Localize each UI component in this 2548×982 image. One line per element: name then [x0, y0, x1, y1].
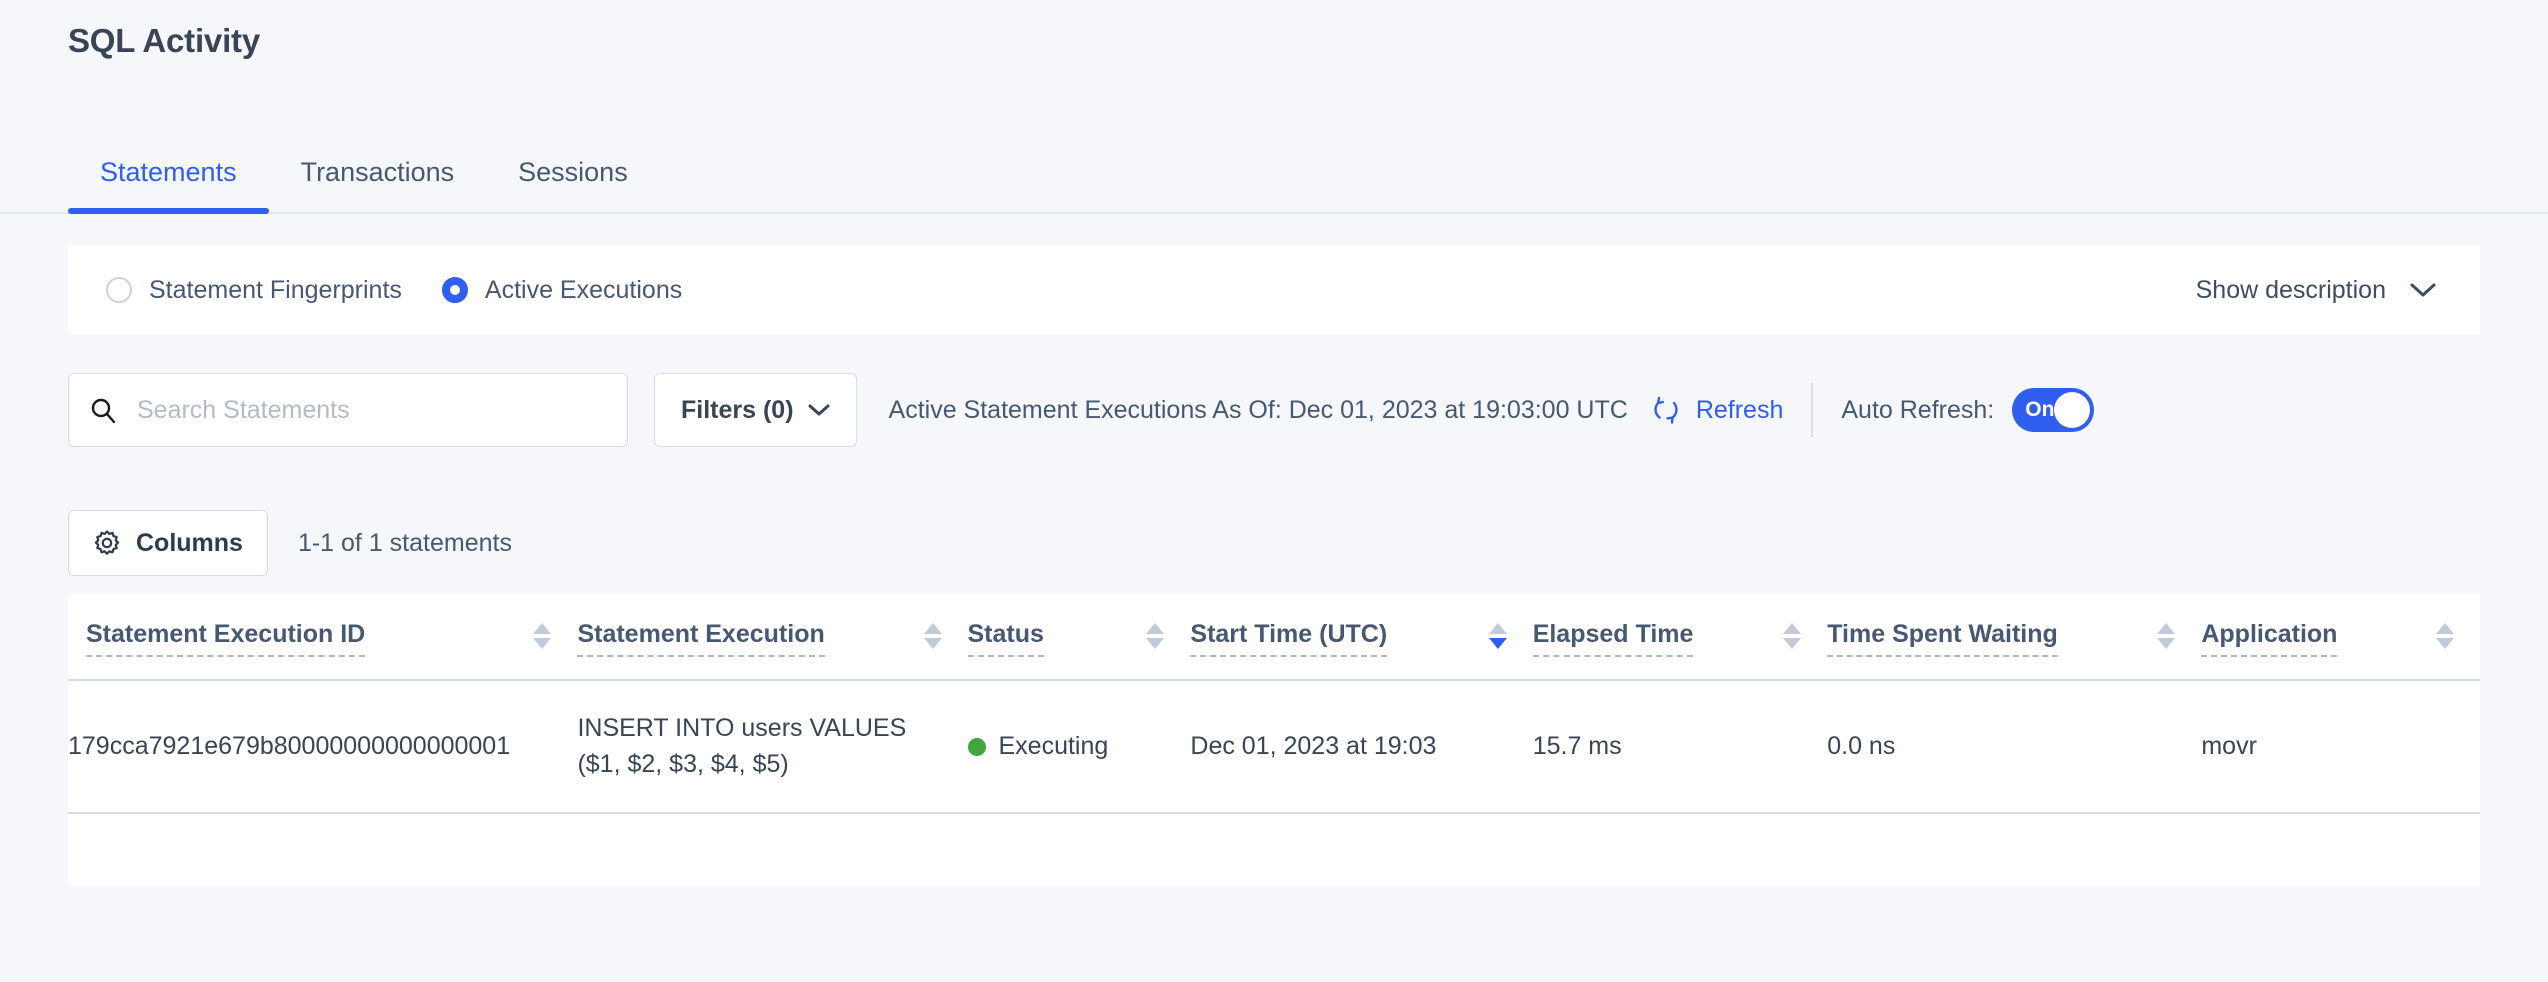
- column-header-label: Time Spent Waiting: [1827, 620, 2058, 657]
- status-dot-icon: [967, 737, 986, 756]
- table-row[interactable]: 179cca7921e679b80000000000000001 INSERT …: [68, 680, 2480, 814]
- radio-unselected-icon: [106, 277, 132, 303]
- search-input[interactable]: [135, 394, 607, 426]
- refresh-icon: [1650, 394, 1682, 426]
- auto-refresh-state: On: [2025, 398, 2055, 421]
- columns-toolbar: Columns 1-1 of 1 statements: [68, 510, 512, 576]
- search-box[interactable]: [68, 373, 628, 447]
- sort-toggle-icon[interactable]: [2157, 623, 2176, 649]
- refresh-button-label: Refresh: [1695, 395, 1784, 424]
- filters-button[interactable]: Filters (0): [654, 373, 857, 447]
- tab-statements-label: Statements: [100, 157, 237, 187]
- sort-toggle-icon-active[interactable]: [1488, 623, 1507, 649]
- cell-time-spent-waiting: 0.0 ns: [1827, 680, 2202, 814]
- show-description-label: Show description: [2195, 275, 2386, 304]
- column-header-label: Status: [967, 620, 1044, 657]
- sort-toggle-icon[interactable]: [923, 623, 942, 649]
- cell-execution-id: 179cca7921e679b80000000000000001: [68, 680, 578, 814]
- column-header-label: Start Time (UTC): [1190, 620, 1388, 657]
- filters-button-label: Filters (0): [681, 395, 794, 424]
- column-header-status[interactable]: Status: [967, 594, 1191, 681]
- gear-icon: [93, 529, 121, 557]
- column-header-label: Statement Execution ID: [86, 620, 366, 657]
- view-toggle-group: Statement Fingerprints Active Executions: [106, 276, 722, 305]
- tab-sessions[interactable]: Sessions: [486, 157, 660, 214]
- search-icon: [89, 396, 117, 424]
- column-header-application[interactable]: Application: [2201, 594, 2480, 681]
- result-count: 1-1 of 1 statements: [297, 528, 512, 557]
- table-body: 179cca7921e679b80000000000000001 INSERT …: [68, 680, 2480, 814]
- tabs-divider: [0, 212, 2548, 214]
- cell-status: Executing: [967, 680, 1191, 814]
- view-toggle-card: Statement Fingerprints Active Executions…: [68, 245, 2480, 335]
- statements-table-card: Statement Execution ID Statement Executi…: [68, 594, 2480, 886]
- page-title: SQL Activity: [68, 22, 260, 59]
- column-header-label: Statement Execution: [577, 620, 825, 657]
- status-label: Executing: [998, 732, 1109, 760]
- column-header-label: Application: [2201, 620, 2338, 657]
- table-header-row: Statement Execution ID Statement Executi…: [68, 594, 2480, 681]
- column-header-statement-execution[interactable]: Statement Execution: [577, 594, 968, 681]
- show-description-toggle[interactable]: Show description: [2196, 276, 2436, 305]
- cell-start-time: Dec 01, 2023 at 19:03: [1190, 680, 1533, 814]
- cell-application: movr: [2201, 680, 2480, 814]
- tab-transactions[interactable]: Transactions: [269, 157, 487, 214]
- refresh-button[interactable]: Refresh: [1650, 394, 1784, 426]
- sort-toggle-icon[interactable]: [1783, 623, 1802, 649]
- radio-statement-fingerprints-label: Statement Fingerprints: [149, 275, 402, 304]
- table-head: Statement Execution ID Statement Executi…: [68, 594, 2480, 681]
- cell-statement[interactable]: INSERT INTO users VALUES ($1, $2, $3, $4…: [577, 680, 968, 814]
- column-header-time-spent-waiting[interactable]: Time Spent Waiting: [1827, 594, 2202, 681]
- column-header-start-time[interactable]: Start Time (UTC): [1190, 594, 1533, 681]
- auto-refresh-label: Auto Refresh:: [1841, 395, 1995, 424]
- cell-elapsed-time: 15.7 ms: [1532, 680, 1828, 814]
- tab-sessions-label: Sessions: [518, 157, 628, 187]
- tab-bar: Statements Transactions Sessions: [68, 130, 660, 214]
- sort-toggle-icon[interactable]: [1146, 623, 1165, 649]
- column-header-statement-execution-id[interactable]: Statement Execution ID: [68, 594, 578, 681]
- chevron-down-icon: [808, 403, 830, 417]
- columns-button[interactable]: Columns: [68, 510, 268, 576]
- toolbar-divider: [1811, 383, 1814, 437]
- radio-statement-fingerprints[interactable]: Statement Fingerprints: [106, 276, 402, 305]
- auto-refresh-control: Auto Refresh: On: [1841, 388, 2095, 432]
- tab-transactions-label: Transactions: [300, 157, 455, 187]
- sort-toggle-icon[interactable]: [2436, 623, 2454, 649]
- column-header-label: Elapsed Time: [1532, 620, 1694, 657]
- radio-active-executions-label: Active Executions: [484, 275, 683, 304]
- column-header-elapsed-time[interactable]: Elapsed Time: [1532, 594, 1828, 681]
- columns-button-label: Columns: [136, 528, 243, 557]
- filter-toolbar: Filters (0) Active Statement Executions …: [68, 372, 2095, 448]
- statements-table: Statement Execution ID Statement Executi…: [68, 594, 2480, 814]
- radio-active-executions[interactable]: Active Executions: [441, 275, 683, 305]
- chevron-down-icon: [2410, 282, 2436, 298]
- tab-statements[interactable]: Statements: [68, 157, 269, 214]
- radio-selected-icon: [441, 277, 468, 303]
- toggle-knob: [2054, 392, 2091, 428]
- auto-refresh-toggle[interactable]: On: [2012, 388, 2095, 432]
- as-of-timestamp: Active Statement Executions As Of: Dec 0…: [888, 395, 1628, 424]
- sort-toggle-icon[interactable]: [533, 623, 552, 649]
